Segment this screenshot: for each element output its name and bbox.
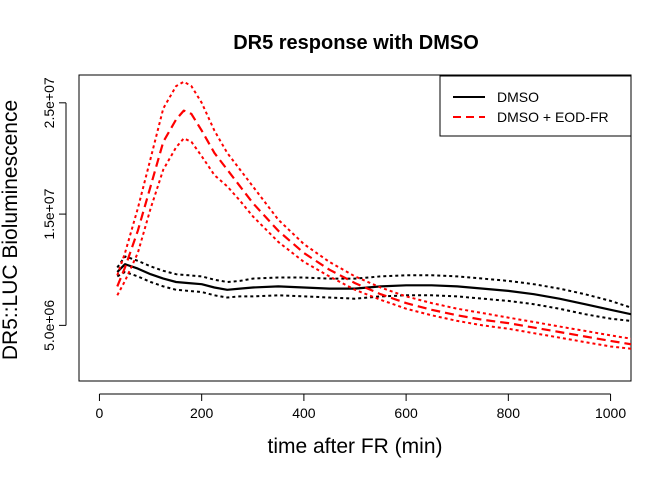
series-dmso-lower-band	[116, 271, 631, 322]
series-dmso-upper-band	[116, 255, 631, 309]
y-axis-label: DR5::LUC Bioluminescence	[0, 100, 22, 360]
series-eod-fr-upper-band	[116, 80, 631, 340]
series-eod-fr-mean-line	[116, 109, 631, 346]
y-axis: 5.0e+06 1.5e+07 2.5e+07	[41, 77, 67, 351]
y-tick-label: 2.5e+07	[41, 77, 57, 128]
x-tick-label: 600	[394, 405, 418, 421]
x-tick-label: 0	[96, 405, 104, 421]
series-dmso-mean-line	[116, 263, 631, 316]
plot-frame	[78, 74, 632, 382]
x-tick-label: 800	[497, 405, 521, 421]
legend: DMSO DMSO + EOD-FR	[439, 75, 632, 137]
series-eod-fr-lower-band	[116, 137, 631, 350]
legend-box	[439, 75, 632, 137]
legend-label-dmso: DMSO	[497, 89, 539, 105]
y-tick-label: 5.0e+06	[41, 300, 57, 351]
x-tick-label: 400	[292, 405, 316, 421]
x-axis: 0 200 400 600 800 1000	[96, 393, 626, 421]
legend-label-eod-fr: DMSO + EOD-FR	[497, 109, 609, 125]
chart-title: DR5 response with DMSO	[233, 32, 479, 54]
y-tick-label: 1.5e+07	[41, 188, 57, 239]
series-layer	[116, 80, 631, 350]
x-tick-label: 200	[190, 405, 214, 421]
x-axis-label: time after FR (min)	[267, 435, 442, 458]
x-tick-label: 1000	[595, 405, 626, 421]
